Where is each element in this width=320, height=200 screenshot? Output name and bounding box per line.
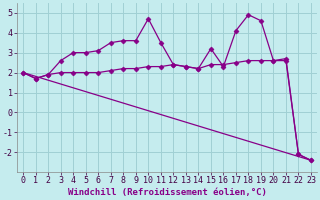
X-axis label: Windchill (Refroidissement éolien,°C): Windchill (Refroidissement éolien,°C) [68, 188, 267, 197]
